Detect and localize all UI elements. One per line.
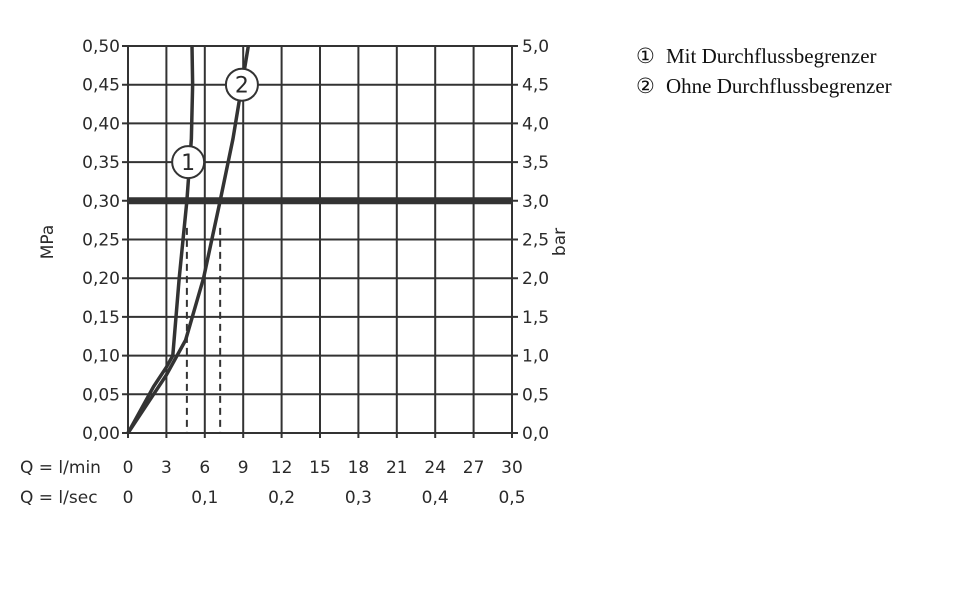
y-axis-label-right: bar (550, 228, 570, 256)
x-tick-label-lsec: 0 (123, 488, 134, 508)
series-line-1 (126, 45, 195, 434)
y-tick-label-right: 1,0 (522, 347, 549, 367)
y-tick-label-right: 0,0 (522, 424, 549, 444)
x-tick-label-lsec: 0,1 (191, 488, 218, 508)
x-axis-label-lmin: Q = l/min (20, 458, 101, 478)
legend-item-1: ① Mit Durchflussbegrenzer (636, 42, 906, 70)
y-tick-label-left: 0,25 (82, 231, 120, 251)
y-tick-label-left: 0,05 (82, 385, 120, 405)
x-tick-label-lmin: 3 (161, 458, 172, 478)
y-tick-label-right: 1,5 (522, 308, 549, 328)
legend-number: ② (636, 74, 655, 98)
y-tick-label-left: 0,35 (82, 153, 120, 173)
x-tick-label-lmin: 30 (501, 458, 523, 478)
y-tick-label-right: 2,0 (522, 269, 549, 289)
y-tick-label-left: 0,15 (82, 308, 120, 328)
legend-text: Mit Durchflussbegrenzer (666, 44, 877, 68)
x-axis-label-lsec: Q = l/sec (20, 488, 98, 508)
x-tick-label-lsec: 0,2 (268, 488, 295, 508)
y-tick-label-left: 0,45 (82, 76, 120, 96)
legend-text: Ohne Durchflussbegrenzer (666, 74, 892, 98)
x-tick-label-lmin: 18 (348, 458, 370, 478)
y-tick-label-left: 0,00 (82, 424, 120, 444)
y-tick-label-right: 5,0 (522, 37, 549, 57)
y-tick-label-right: 2,5 (522, 231, 549, 251)
y-tick-label-left: 0,20 (82, 269, 120, 289)
y-tick-label-left: 0,50 (82, 37, 120, 57)
y-tick-label-right: 0,5 (522, 385, 549, 405)
x-tick-label-lmin: 12 (271, 458, 293, 478)
x-tick-label-lmin: 21 (386, 458, 408, 478)
x-tick-label-lmin: 6 (199, 458, 210, 478)
x-tick-label-lmin: 27 (463, 458, 485, 478)
y-tick-label-left: 0,40 (82, 114, 120, 134)
series-label-circle-2 (224, 67, 259, 102)
legend-item-2: ② Ohne Durchflussbegrenzer (636, 72, 906, 100)
y-tick-label-right: 3,0 (522, 192, 549, 212)
series-label-circle-1 (171, 145, 206, 180)
series-label-2: 2 (235, 74, 249, 99)
y-tick-label-left: 0,10 (82, 347, 120, 367)
legend: ① Mit Durchflussbegrenzer ② Ohne Durchflus… (636, 42, 906, 100)
legend-number: ① (636, 44, 655, 68)
y-tick-label-right: 4,0 (522, 114, 549, 134)
series-line-2 (126, 45, 251, 434)
x-tick-label-lmin: 15 (309, 458, 331, 478)
x-tick-label-lsec: 0,3 (345, 488, 372, 508)
x-tick-label-lsec: 0,4 (422, 488, 449, 508)
y-tick-label-left: 0,30 (82, 192, 120, 212)
y-tick-label-right: 4,5 (522, 76, 549, 96)
x-tick-label-lsec: 0,5 (498, 488, 525, 508)
x-tick-label-lmin: 24 (424, 458, 446, 478)
y-tick-label-right: 3,5 (522, 153, 549, 173)
series-label-1: 1 (181, 151, 195, 176)
x-tick-label-lmin: 0 (123, 458, 134, 478)
y-axis-label-left: MPa (38, 225, 58, 260)
x-tick-label-lmin: 9 (238, 458, 249, 478)
